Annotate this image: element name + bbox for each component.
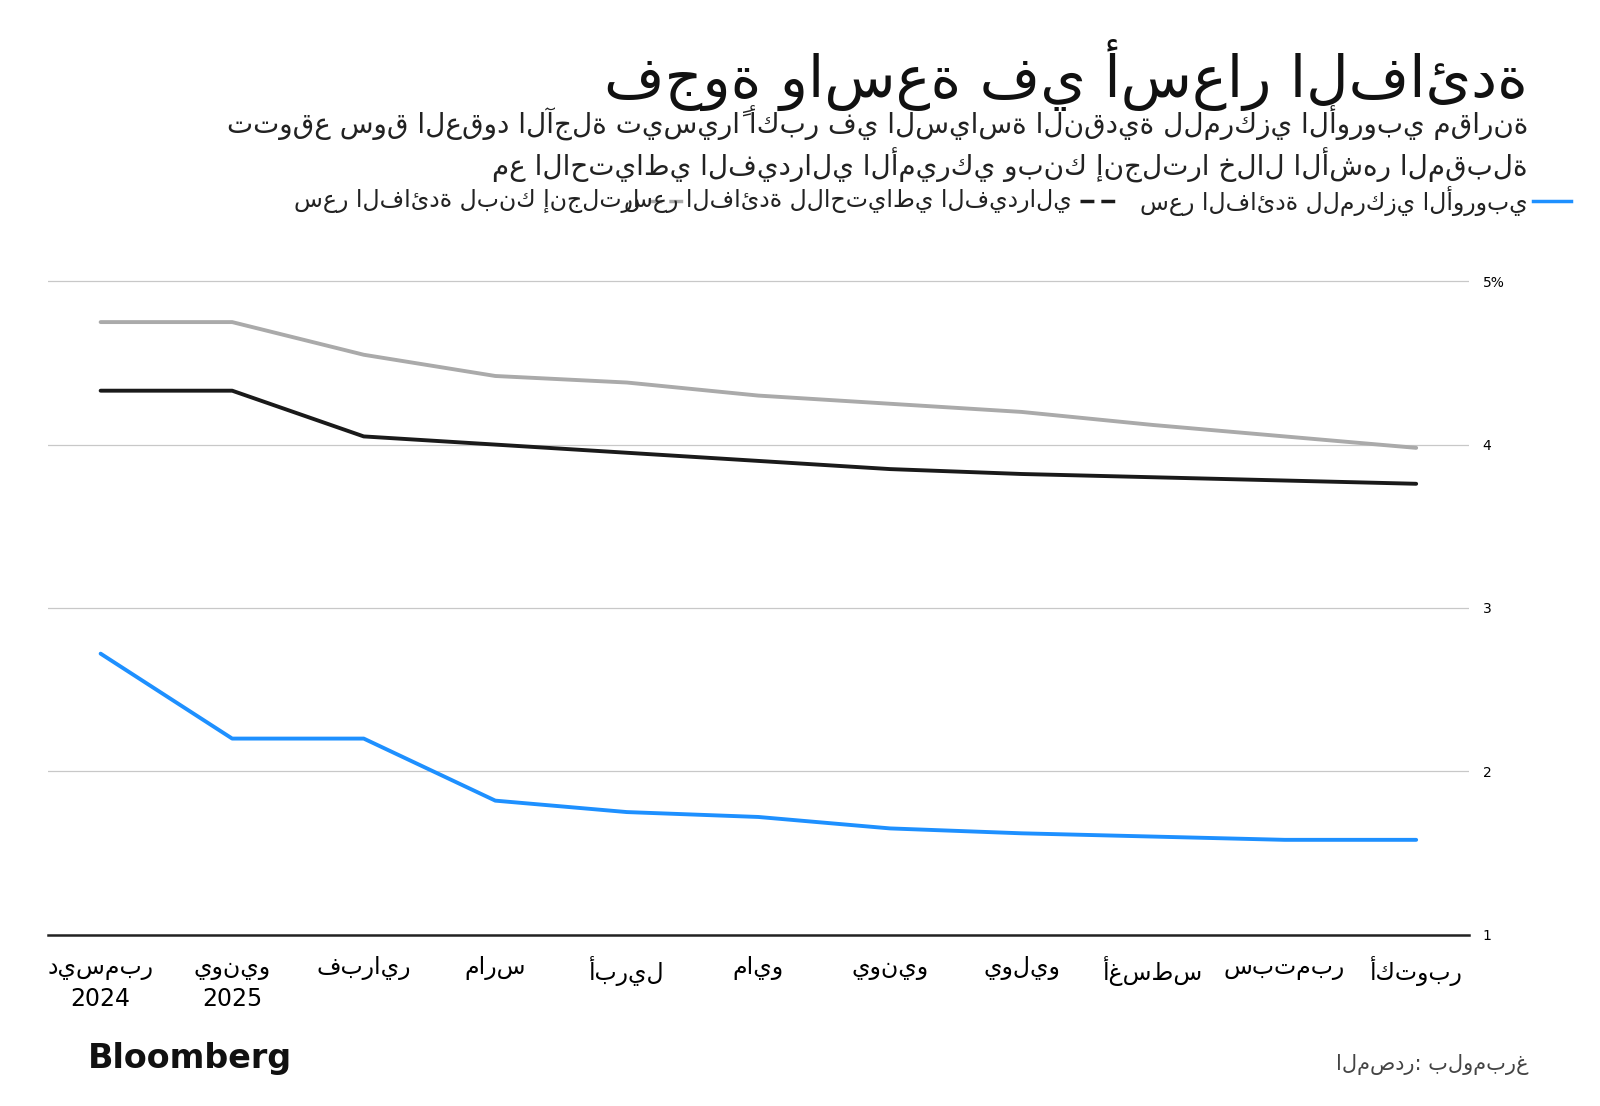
Text: سعر الفائدة للمركزي الأوروبي: سعر الفائدة للمركزي الأوروبي bbox=[1141, 186, 1528, 217]
Text: فجوة واسعة في أسعار الفائدة: فجوة واسعة في أسعار الفائدة bbox=[605, 39, 1528, 111]
Text: 2024: 2024 bbox=[70, 987, 131, 1011]
Text: فبراير: فبراير bbox=[317, 956, 411, 980]
Text: أبريل: أبريل bbox=[589, 956, 664, 985]
Text: يونيو: يونيو bbox=[194, 956, 270, 980]
Text: سبتمبر: سبتمبر bbox=[1224, 956, 1346, 980]
Text: المصدر: بلومبرغ: المصدر: بلومبرغ bbox=[1336, 1054, 1528, 1075]
Text: تتوقع سوق العقود الآجلة تيسيراً أكبر في السياسة النقدية للمركزي الأوروبي مقارنة: تتوقع سوق العقود الآجلة تيسيراً أكبر في … bbox=[227, 105, 1528, 140]
Text: سعر الفائدة للاحتياطي الفيدرالي: سعر الفائدة للاحتياطي الفيدرالي bbox=[624, 189, 1072, 213]
Text: أكتوبر: أكتوبر bbox=[1370, 956, 1462, 985]
Text: ديسمبر: ديسمبر bbox=[48, 956, 154, 980]
Text: مع الاحتياطي الفيدرالي الأميركي وبنك إنجلترا خلال الأشهر المقبلة: مع الاحتياطي الفيدرالي الأميركي وبنك إنج… bbox=[493, 147, 1528, 182]
Text: 2025: 2025 bbox=[202, 987, 262, 1011]
Text: أغسطس: أغسطس bbox=[1102, 956, 1203, 985]
Text: يونيو: يونيو bbox=[851, 956, 928, 980]
Text: يوليو: يوليو bbox=[982, 956, 1059, 980]
Text: Bloomberg: Bloomberg bbox=[88, 1042, 293, 1075]
Text: سعر الفائدة لبنك إنجلترا: سعر الفائدة لبنك إنجلترا bbox=[294, 189, 640, 213]
Text: مارس: مارس bbox=[464, 956, 526, 980]
Text: مايو: مايو bbox=[733, 956, 784, 980]
